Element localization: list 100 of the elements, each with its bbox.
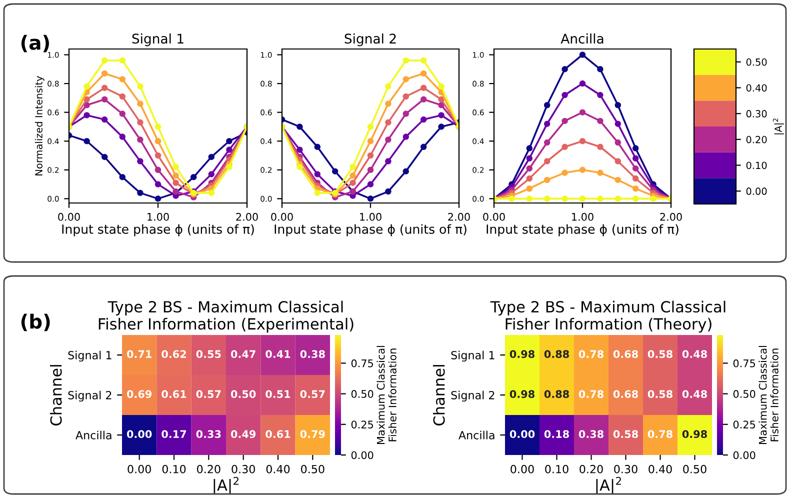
point (579, 109, 586, 116)
point (632, 145, 639, 152)
point (526, 165, 533, 172)
point (101, 116, 108, 123)
color-bar-label: 0.30 (746, 110, 767, 118)
x-tick-label: 1.00 (572, 212, 594, 221)
point (544, 139, 550, 146)
point (614, 196, 622, 202)
y-axis-title: Channel (50, 365, 62, 426)
point (332, 168, 338, 174)
data-label: 0.69 (126, 390, 152, 398)
x-tick-label: 1.00 (148, 212, 169, 221)
point (544, 120, 550, 127)
point (154, 196, 162, 202)
point (650, 196, 656, 202)
color-bar-label: 0.40 (746, 84, 767, 92)
point (84, 112, 90, 118)
color-bar-label: 0.50 (746, 58, 767, 66)
point (367, 152, 374, 159)
color-bar-label: 0.00 (733, 451, 756, 460)
data-label: 0.88 (544, 390, 569, 398)
y-tick-label: Signal 2 (451, 390, 494, 402)
point (579, 52, 586, 58)
point (137, 158, 144, 164)
point (154, 166, 162, 174)
data-label: 0.98 (510, 350, 534, 358)
point (544, 158, 550, 164)
chart-title: Type 2 BS - Maximum Classical Fisher Information (Experimental) (98, 300, 354, 333)
x-tick-label: 0.20 (197, 464, 220, 474)
x-tick-label: 2.00 (448, 212, 470, 221)
x-tick-label: 0.50 (301, 464, 324, 474)
point (597, 196, 604, 202)
data-label: 0.33 (196, 430, 221, 438)
x-tick-label: 0.00 (58, 212, 80, 221)
point (402, 93, 410, 100)
point (137, 83, 144, 90)
point (154, 124, 162, 130)
data-label: 0.98 (682, 430, 707, 438)
point (385, 158, 392, 164)
chart-title: Signal 2 (344, 33, 396, 46)
point (226, 138, 232, 144)
data-label: 0.55 (196, 350, 221, 358)
point (508, 196, 515, 202)
data-label: 0.58 (648, 390, 672, 398)
point (438, 124, 444, 130)
point (172, 172, 179, 179)
y-tick-label: Ancilla (458, 430, 494, 440)
data-label: 0.50 (230, 390, 256, 398)
point (119, 76, 126, 82)
point (614, 102, 622, 108)
point (137, 100, 144, 107)
data-label: 0.61 (162, 390, 186, 398)
point (420, 70, 427, 77)
point (632, 165, 639, 172)
y-tick-label: Signal 2 (68, 390, 112, 402)
x-tick-label: 0.00 (510, 464, 534, 474)
point (579, 196, 586, 202)
point (385, 188, 392, 195)
point (579, 138, 586, 144)
text: (a) (21, 34, 49, 52)
point (614, 120, 622, 127)
point (420, 57, 427, 64)
text: (b) (21, 314, 50, 332)
point (562, 196, 568, 202)
point (632, 155, 639, 162)
x-tick-label: 0.00 (271, 212, 293, 221)
point (314, 171, 321, 178)
chart-title: Type 2 BS - Maximum Classical Fisher Information (Theory) (490, 300, 726, 333)
y-axis-title: Channel (432, 365, 445, 426)
point (172, 180, 179, 186)
data-label: 0.49 (230, 430, 256, 438)
point (154, 138, 162, 144)
color-bar-label: 0.75 (351, 359, 374, 368)
data-label: 0.78 (578, 350, 604, 358)
chart-title: Signal 1 (132, 33, 184, 46)
point (119, 134, 126, 140)
data-label: 0.38 (300, 350, 325, 358)
color-bar-label: 0.20 (746, 136, 767, 144)
color-bar-label: 0.00 (746, 188, 767, 195)
point (562, 92, 568, 98)
x-tick-label: 0.10 (162, 464, 186, 474)
point (101, 84, 108, 91)
point (154, 152, 162, 159)
point (154, 181, 162, 188)
point (526, 145, 533, 152)
data-label: 0.17 (162, 430, 186, 438)
y-axis-title: Normalized Intensity (34, 76, 44, 176)
point (367, 166, 374, 174)
point (84, 102, 90, 108)
point (632, 175, 639, 182)
data-label: 0.41 (266, 350, 290, 358)
point (402, 134, 410, 140)
point (420, 144, 427, 150)
x-tick-label: 0.00 (128, 464, 151, 474)
point (597, 118, 604, 124)
data-label: 0.71 (126, 350, 152, 358)
chart-title: Ancilla (560, 33, 604, 44)
point (208, 190, 215, 196)
point (84, 83, 90, 90)
point (119, 174, 126, 180)
